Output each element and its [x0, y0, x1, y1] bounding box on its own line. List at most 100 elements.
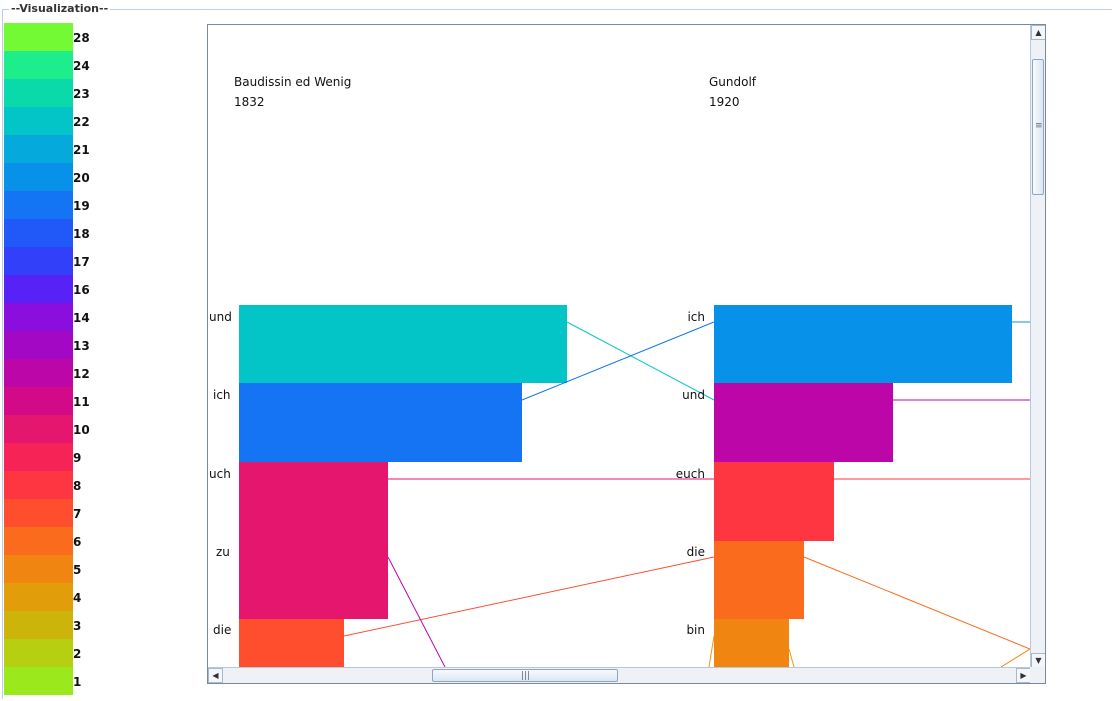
legend-swatch — [4, 219, 73, 247]
legend-row: 13 — [4, 331, 104, 359]
connection-lines — [343, 321, 1030, 667]
link-ich-ich — [521, 321, 715, 401]
right-word-label: die — [686, 545, 705, 559]
arrow-left-icon[interactable]: ◀ — [208, 668, 223, 683]
legend-swatch — [4, 499, 73, 527]
legend-row: 3 — [4, 611, 104, 639]
legend-swatch — [4, 107, 73, 135]
legend-label: 23 — [73, 87, 90, 101]
legend-row: 1 — [4, 667, 104, 695]
legend-row: 11 — [4, 387, 104, 415]
left-bar-ich[interactable] — [239, 383, 522, 462]
visualization-frame: Baudissin ed Wenig 1832 Gundolf 1920 — [207, 24, 1046, 684]
link-bin-right-edge — [1000, 648, 1030, 667]
vertical-scrollbar[interactable]: ▲ ≡ ▼ — [1030, 25, 1045, 668]
legend-row: 21 — [4, 135, 104, 163]
legend-swatch — [4, 51, 73, 79]
right-bar-bin[interactable] — [714, 619, 789, 667]
left-word-label: uch — [209, 467, 231, 481]
legend-label: 11 — [73, 395, 90, 409]
left-word-label: und — [209, 310, 232, 324]
left-translator-name: Baudissin ed Wenig — [234, 75, 352, 89]
legend-row: 4 — [4, 583, 104, 611]
legend-label: 4 — [73, 591, 82, 605]
link-bin-left — [708, 635, 715, 667]
legend-row: 5 — [4, 555, 104, 583]
legend-swatch — [4, 23, 73, 51]
left-word-label: zu — [216, 545, 230, 559]
legend-row: 9 — [4, 443, 104, 471]
horizontal-scrollbar[interactable]: ◀ ||| ▶ — [208, 667, 1031, 683]
left-bar-die[interactable] — [239, 619, 344, 667]
legend-row: 23 — [4, 79, 104, 107]
legend-row: 14 — [4, 303, 104, 331]
legend-label: 18 — [73, 227, 90, 241]
legend-row: 19 — [4, 191, 104, 219]
legend-swatch — [4, 471, 73, 499]
arrow-up-icon[interactable]: ▲ — [1031, 25, 1045, 40]
right-bar-ich[interactable] — [714, 305, 1012, 383]
legend-swatch — [4, 359, 73, 387]
legend-row: 2 — [4, 639, 104, 667]
legend-row: 20 — [4, 163, 104, 191]
arrow-right-icon[interactable]: ▶ — [1016, 668, 1031, 683]
legend-swatch — [4, 415, 73, 443]
legend-label: 6 — [73, 535, 82, 549]
legend-label: 10 — [73, 423, 90, 437]
legend-row: 16 — [4, 275, 104, 303]
link-bin-down — [788, 648, 795, 667]
legend-swatch — [4, 667, 73, 695]
left-bar-uch[interactable] — [239, 462, 388, 619]
visualization-canvas: Baudissin ed Wenig 1832 Gundolf 1920 — [208, 25, 1030, 667]
right-translator-name: Gundolf — [709, 75, 757, 89]
legend-swatch — [4, 191, 73, 219]
legend-row: 10 — [4, 415, 104, 443]
legend-swatch — [4, 247, 73, 275]
legend-label: 8 — [73, 479, 82, 493]
right-bar-euch[interactable] — [714, 462, 834, 541]
legend-row: 12 — [4, 359, 104, 387]
right-bar-und[interactable] — [714, 383, 893, 462]
legend-row: 17 — [4, 247, 104, 275]
right-bar-die[interactable] — [714, 541, 804, 619]
legend-label: 17 — [73, 255, 90, 269]
legend-swatch — [4, 79, 73, 107]
legend-label: 12 — [73, 367, 90, 381]
right-word-label: euch — [675, 467, 705, 481]
left-translator-year: 1832 — [234, 95, 265, 109]
legend-label: 19 — [73, 199, 90, 213]
link-die-right-edge — [803, 556, 1030, 650]
legend-swatch — [4, 443, 73, 471]
legend-swatch — [4, 135, 73, 163]
legend-row: 28 — [4, 23, 104, 51]
link-und-und — [566, 321, 715, 401]
left-bar-und[interactable] — [239, 305, 567, 383]
legend-label: 22 — [73, 115, 90, 129]
right-translator-year: 1920 — [709, 95, 740, 109]
legend-swatch — [4, 555, 73, 583]
legend-swatch — [4, 331, 73, 359]
legend-row: 7 — [4, 499, 104, 527]
panel-title: --Visualization-- — [9, 2, 111, 16]
legend-swatch — [4, 611, 73, 639]
arrow-down-icon[interactable]: ▼ — [1031, 653, 1045, 668]
legend-swatch — [4, 163, 73, 191]
left-word-label: die — [213, 623, 232, 637]
legend-label: 9 — [73, 451, 82, 465]
grip-icon: ||| — [521, 671, 531, 681]
legend-label: 24 — [73, 59, 90, 73]
link-zu-offscreen — [387, 556, 446, 667]
legend-label: 21 — [73, 143, 90, 157]
legend-label: 3 — [73, 619, 82, 633]
legend-swatch — [4, 527, 73, 555]
legend-row: 8 — [4, 471, 104, 499]
scroll-corner — [1030, 667, 1045, 683]
legend-label: 14 — [73, 311, 90, 325]
legend-swatch — [4, 275, 73, 303]
left-word-label: ich — [213, 388, 231, 402]
legend-label: 7 — [73, 507, 82, 521]
horizontal-scroll-thumb[interactable]: ||| — [432, 669, 618, 682]
legend-swatch — [4, 387, 73, 415]
legend-swatch — [4, 583, 73, 611]
vertical-scroll-thumb[interactable]: ≡ — [1032, 59, 1044, 195]
